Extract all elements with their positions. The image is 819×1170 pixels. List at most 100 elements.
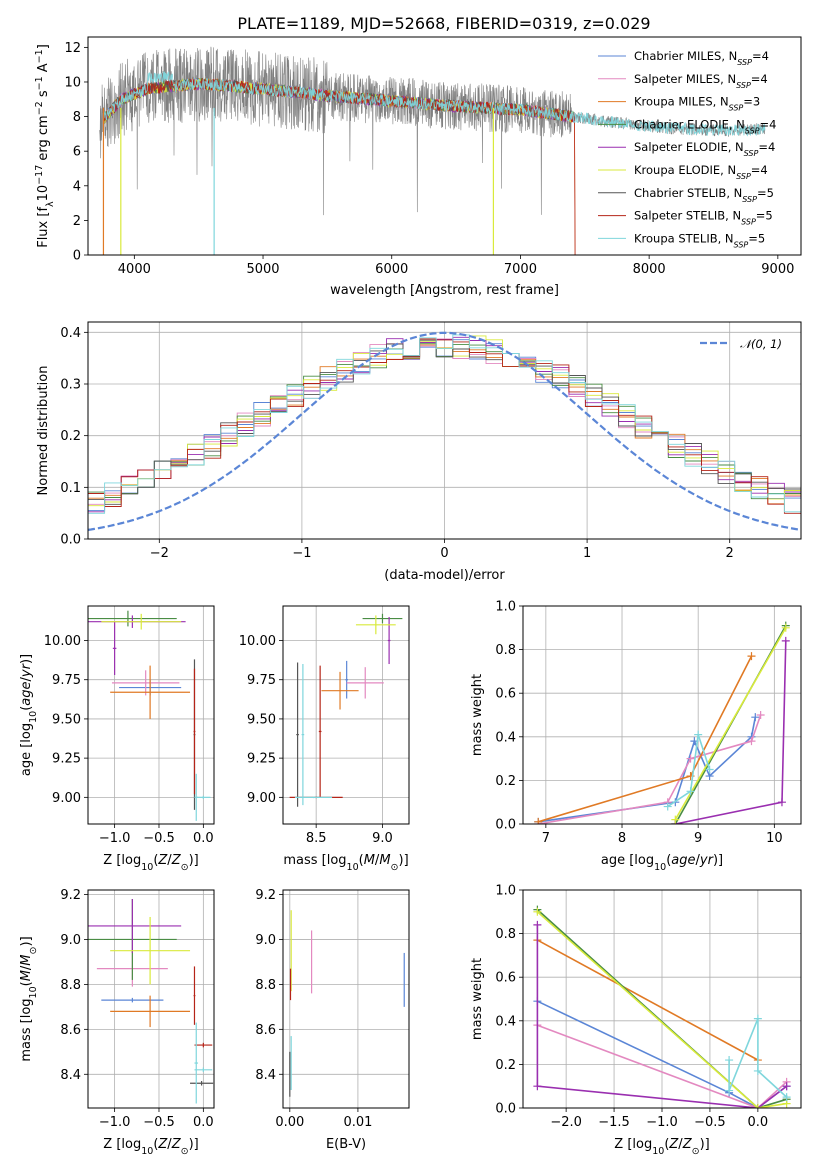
x-tick-label: −1.0 bbox=[646, 1115, 678, 1130]
weight-line-green bbox=[536, 909, 787, 1108]
x-tick-label: 10 bbox=[766, 831, 783, 846]
label-part: / bbox=[19, 676, 34, 681]
model-spectrum-cyan bbox=[103, 71, 766, 137]
x-tick-label: −2 bbox=[150, 546, 169, 561]
label-part: age [log bbox=[19, 723, 34, 776]
x-tick-label: 9.0 bbox=[372, 831, 393, 846]
weight-marker-purple bbox=[781, 636, 790, 645]
plot-area-mass_vs_ebv bbox=[289, 910, 405, 1097]
y-tick-label: 4 bbox=[73, 179, 81, 194]
x-axis-label: E(B-V) bbox=[326, 1137, 366, 1152]
panel-residuals: −2 −1 0 1 2 0.0 0.1 0.2 0.3 0.4 (data-model)/error… bbox=[36, 321, 802, 583]
label-part: ( bbox=[153, 1137, 158, 1152]
x-tick-label: 8.5 bbox=[306, 831, 327, 846]
residual-hist-purple bbox=[88, 336, 801, 513]
legend-sub: SSP bbox=[737, 58, 752, 67]
x-axis-label: mass [log10(M/M⊙)] bbox=[283, 853, 408, 873]
legend-tail: =4 bbox=[758, 140, 775, 154]
y-tick-label: 0.8 bbox=[495, 643, 516, 658]
y-tick-label: 1.0 bbox=[495, 884, 516, 899]
weight-marker-purple bbox=[533, 920, 542, 929]
legend-text: Kroupa STELIB, N bbox=[634, 231, 734, 245]
weight-marker-cyan bbox=[753, 1066, 762, 1075]
legend-tail: =4 bbox=[751, 163, 768, 177]
label-part: Z bbox=[157, 1137, 168, 1152]
grid-lines bbox=[283, 606, 409, 824]
y-tick-label: 9.50 bbox=[247, 712, 276, 727]
legend-label: Chabrier ELODIE, NSSP=4 bbox=[634, 117, 776, 135]
weight-marker-yellow bbox=[671, 815, 680, 824]
label-part: Z [log bbox=[103, 1137, 141, 1152]
label-part: ( bbox=[19, 981, 34, 986]
label-part: / bbox=[19, 965, 34, 970]
legend-label: Chabrier STELIB, NSSP=5 bbox=[634, 186, 774, 204]
label-part: )] bbox=[189, 853, 199, 868]
legend-label: Kroupa MILES, NSSP=3 bbox=[634, 95, 760, 113]
label-part: mass weight bbox=[470, 958, 485, 1040]
panel-mass_vs_ebv: 0.00 0.01 8.4 8.6 8.8 9.0 9.2 E(B-V) bbox=[255, 888, 410, 1152]
x-tick-label: −0.5 bbox=[143, 831, 175, 846]
y-tick-label: 1.0 bbox=[495, 600, 516, 615]
weight-marker-yellow bbox=[781, 623, 790, 632]
legend-text: Chabrier MILES, N bbox=[634, 49, 737, 63]
label-part: −17 bbox=[34, 165, 45, 185]
y-tick-label: 0.4 bbox=[495, 1014, 516, 1029]
label-part: 10 bbox=[141, 1146, 153, 1157]
y-tick-label: 9.75 bbox=[52, 673, 81, 688]
label-part: Z bbox=[668, 1137, 679, 1152]
label-part: ( bbox=[664, 1137, 669, 1152]
label-part: )] bbox=[700, 1137, 710, 1152]
grid-lines bbox=[523, 889, 801, 1109]
weight-line-orange bbox=[537, 655, 753, 823]
label-part: ] bbox=[36, 44, 51, 49]
label-part: Z bbox=[171, 853, 182, 868]
y-tick-label: 9.2 bbox=[255, 888, 276, 903]
label-part: Normed distribution bbox=[36, 366, 51, 496]
legend-text: Chabrier ELODIE, N bbox=[634, 117, 745, 131]
y-tick-label: 0.6 bbox=[495, 971, 516, 986]
weight-marker-cyan bbox=[753, 1014, 762, 1023]
x-tick-label: 0.0 bbox=[748, 1115, 769, 1130]
weight-marker-cyan bbox=[725, 1086, 734, 1095]
y-tick-label: 2 bbox=[73, 214, 81, 229]
y-tick-label: 8.6 bbox=[60, 1023, 81, 1038]
plot-area-weight_vs_Z bbox=[533, 905, 791, 1108]
residual-hist-gray bbox=[88, 339, 801, 505]
y-tick-label: 0 bbox=[73, 249, 81, 264]
x-tick-label: 8000 bbox=[633, 262, 666, 277]
weight-marker-cyan bbox=[694, 730, 703, 739]
y-tick-label: 6 bbox=[73, 145, 81, 160]
x-axis-label: age [log10(age/yr)] bbox=[601, 853, 723, 873]
legend-label: Kroupa ELODIE, NSSP=4 bbox=[634, 163, 768, 181]
label-part: Z bbox=[171, 1137, 182, 1152]
y-tick-label: 10.00 bbox=[44, 634, 81, 649]
weight-line-yellow bbox=[536, 911, 787, 1108]
label-part: Z bbox=[682, 1137, 693, 1152]
label-part: mass weight bbox=[470, 674, 485, 756]
y-axis-label: mass weight bbox=[470, 958, 485, 1040]
label-part: ⊙ bbox=[391, 862, 399, 873]
y-tick-label: 9.0 bbox=[60, 933, 81, 948]
y-tick-label: 8.6 bbox=[255, 1023, 276, 1038]
y-tick-label: 0.3 bbox=[60, 378, 81, 393]
y-tick-label: 8.8 bbox=[255, 978, 276, 993]
label-part: / bbox=[167, 853, 172, 868]
weight-marker-purple bbox=[533, 1082, 542, 1091]
x-tick-label: −1.0 bbox=[99, 831, 131, 846]
label-part: / bbox=[696, 853, 701, 868]
label-part: ⊙ bbox=[181, 862, 189, 873]
legend-label: Chabrier MILES, NSSP=4 bbox=[634, 49, 769, 67]
y-tick-label: 9.00 bbox=[52, 791, 81, 806]
x-tick-label: −1 bbox=[292, 546, 311, 561]
y-tick-label: 0.4 bbox=[60, 326, 81, 341]
axes-frame bbox=[282, 605, 410, 825]
label-part: erg cm bbox=[36, 115, 51, 164]
y-tick-label: 0.2 bbox=[60, 429, 81, 444]
plot-area-age_vs_mass bbox=[289, 613, 403, 807]
x-tick-label: 1 bbox=[583, 546, 591, 561]
legend-sub: SSP bbox=[741, 217, 756, 226]
legend: 𝒩(0, 1) bbox=[700, 337, 782, 351]
weight-marker-cyan bbox=[705, 765, 714, 774]
figure-title: PLATE=1189, MJD=52668, FIBERID=0319, z=0… bbox=[237, 14, 650, 33]
